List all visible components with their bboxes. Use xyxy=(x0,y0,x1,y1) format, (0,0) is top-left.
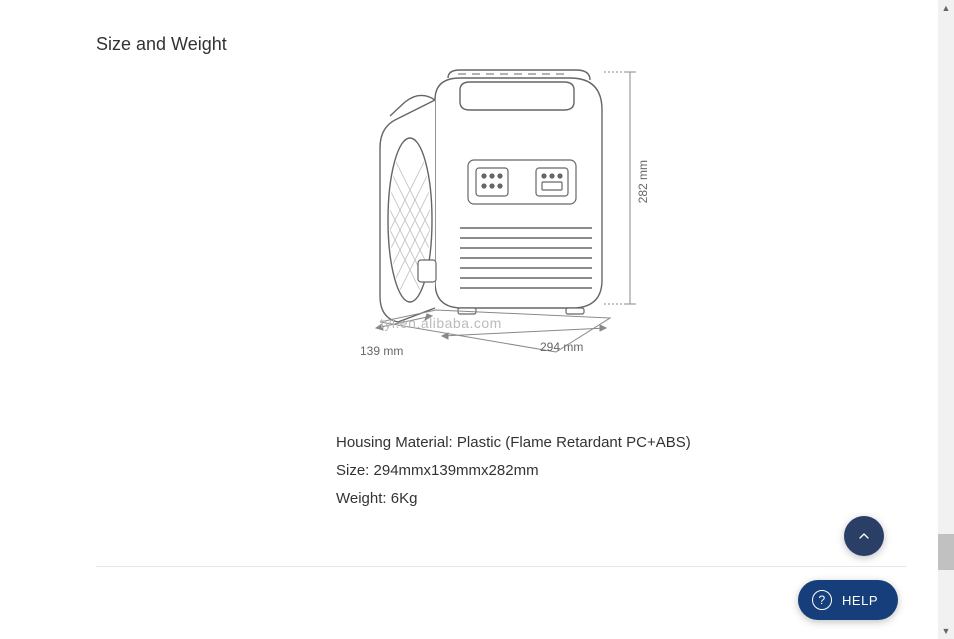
dim-width-label: 294 mm xyxy=(540,340,583,354)
dim-height-label: 282 mm xyxy=(636,160,650,203)
scrollbar-thumb[interactable] xyxy=(938,534,954,570)
section-title: Size and Weight xyxy=(96,34,227,55)
chevron-up-icon xyxy=(856,528,872,544)
help-label: HELP xyxy=(842,593,878,608)
page-content: Size and Weight xyxy=(0,0,938,639)
spec-size: Size: 294mmx139mmx282mm xyxy=(336,462,539,479)
scrollbar-up-arrow[interactable]: ▲ xyxy=(938,0,954,16)
section-divider xyxy=(96,566,906,567)
product-diagram: 282 mm 294 mm 139 mm tyl.en.alibaba.com xyxy=(340,60,680,380)
help-button[interactable]: ? HELP xyxy=(798,580,898,620)
viewport: Size and Weight xyxy=(0,0,954,639)
dim-depth-label: 139 mm xyxy=(360,344,403,358)
scrollbar-down-arrow[interactable]: ▼ xyxy=(938,623,954,639)
spec-weight: Weight: 6Kg xyxy=(336,490,417,507)
watermark-text: tyl.en.alibaba.com xyxy=(380,315,502,331)
spec-housing: Housing Material: Plastic (Flame Retarda… xyxy=(336,434,691,451)
help-icon: ? xyxy=(812,590,832,610)
scroll-to-top-button[interactable] xyxy=(844,516,884,556)
scrollbar-track[interactable]: ▲ ▼ xyxy=(938,0,954,639)
